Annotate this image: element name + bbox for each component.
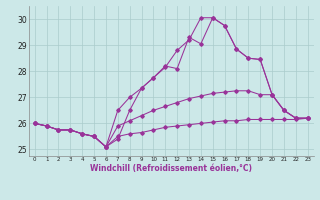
X-axis label: Windchill (Refroidissement éolien,°C): Windchill (Refroidissement éolien,°C) [90,164,252,173]
